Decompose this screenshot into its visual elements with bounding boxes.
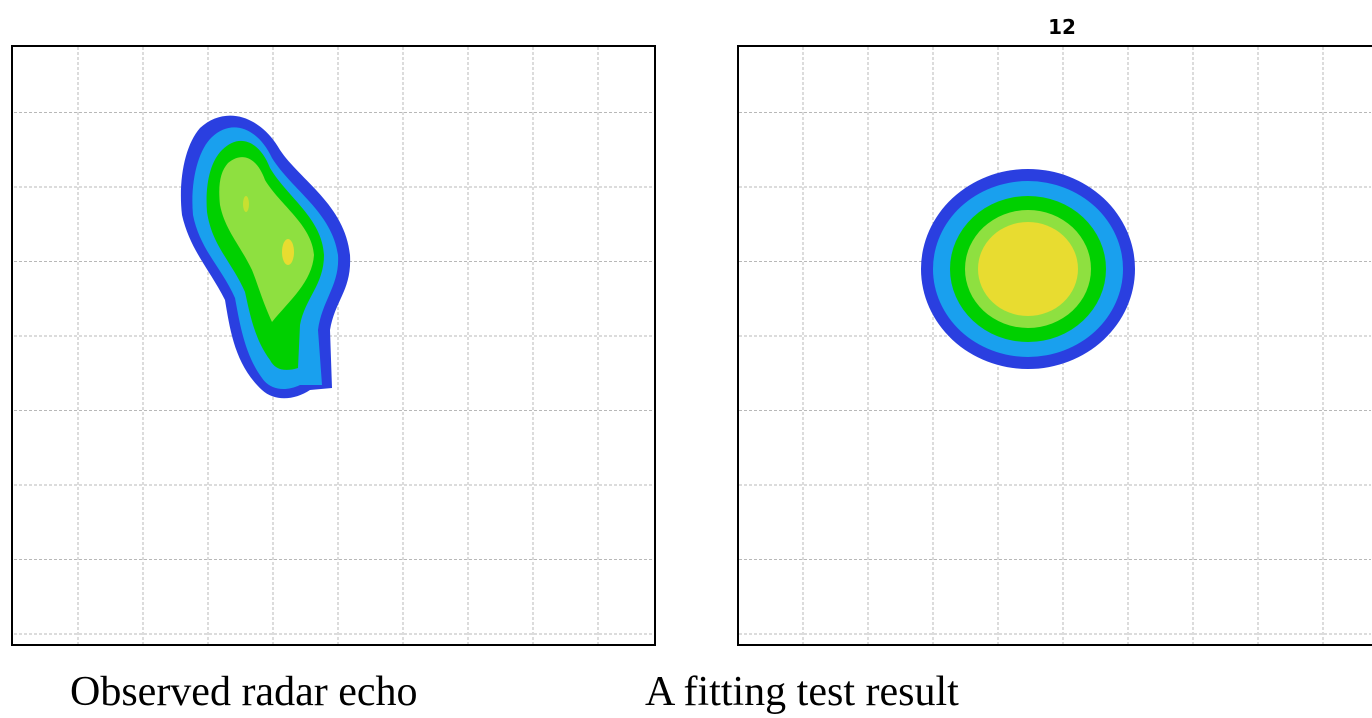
plot-area — [12, 46, 655, 645]
fit-contours — [921, 169, 1135, 369]
panel-title: 12 — [1048, 15, 1076, 39]
right-panel: 12 A fitting test result — [645, 15, 1372, 715]
figure: Observed radar echo 12 A fitting test re… — [0, 0, 1372, 718]
caption: A fitting test result — [645, 669, 959, 715]
page: Observed radar echo 12 A fitting test re… — [0, 0, 1372, 718]
left-panel: Observed radar echo — [12, 46, 655, 715]
caption: Observed radar echo — [70, 669, 417, 715]
